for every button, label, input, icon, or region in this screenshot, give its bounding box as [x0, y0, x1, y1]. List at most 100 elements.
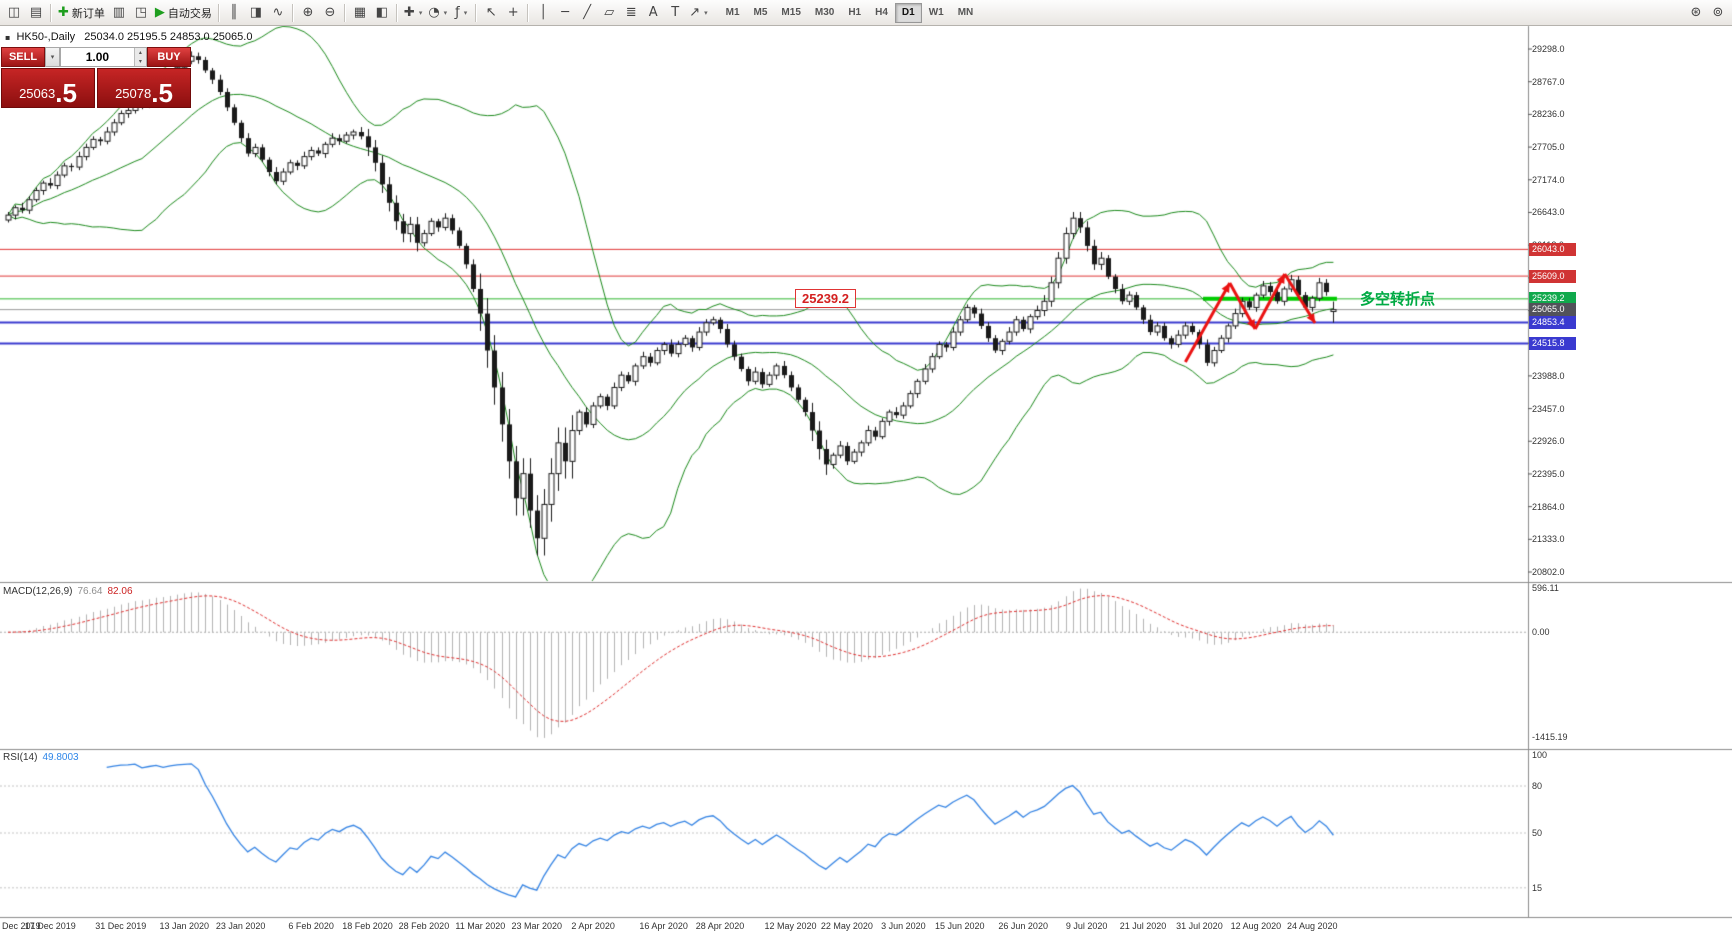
- search-symbol-button[interactable]: ⊛: [1685, 2, 1707, 24]
- timeframe-mn-button[interactable]: MN: [951, 3, 981, 23]
- date-label: 18 Feb 2020: [342, 921, 393, 931]
- macd-indicator-label: MACD(12,26,9) 76.64 82.06: [3, 586, 133, 597]
- date-label: 6 Feb 2020: [288, 921, 334, 931]
- timeframe-m1-button[interactable]: M1: [719, 3, 747, 23]
- profiles-button[interactable]: ▤: [25, 2, 47, 24]
- line-chart-icon: ∿: [272, 5, 284, 20]
- equidistant-channel-button[interactable]: ▱: [598, 2, 620, 24]
- indicators-button[interactable]: ƒ ▾: [450, 2, 472, 24]
- sell-button[interactable]: SELL: [1, 47, 45, 67]
- macd-signal-value: 82.06: [107, 586, 133, 597]
- buy-price-display[interactable]: 25078.5: [97, 68, 191, 108]
- data-window-button[interactable]: ◳: [130, 2, 152, 24]
- line-chart-button[interactable]: ∿: [267, 2, 289, 24]
- date-label: 26 Jun 2020: [998, 921, 1048, 931]
- toolbar-separator: [50, 3, 52, 22]
- chevron-down-icon: ▾: [463, 8, 468, 17]
- price-badge: 24515.8: [1529, 336, 1576, 350]
- periods-dropdown-icon: ◔: [428, 5, 440, 20]
- price-axis-label: 23457.0: [1532, 403, 1565, 414]
- volume-dropdown-button[interactable]: ▾: [45, 47, 60, 67]
- vertical-line-button[interactable]: │: [532, 2, 554, 24]
- new-chart-icon: ◫: [7, 5, 21, 20]
- new-chart-dropdown-icon: ✚: [403, 5, 415, 20]
- tile-windows-button[interactable]: ▦: [349, 2, 371, 24]
- timeframe-m15-button[interactable]: M15: [774, 3, 807, 23]
- new-order-button[interactable]: ✚ 新订单: [55, 2, 108, 24]
- rsi-axis-label: 50: [1532, 828, 1543, 838]
- market-watch-button[interactable]: ▥: [108, 2, 130, 24]
- zoom-in-button[interactable]: ⊕: [297, 2, 319, 24]
- arrow-objects-button[interactable]: ↗ ▾: [686, 2, 710, 24]
- turning-point-label: 多空转折点: [1360, 291, 1436, 308]
- volume-increase-button[interactable]: ▴: [134, 48, 146, 57]
- timeframe-d1-button[interactable]: D1: [894, 2, 922, 23]
- price-level-annotation[interactable]: 25239.2: [795, 289, 856, 308]
- cascade-windows-button[interactable]: ◧: [371, 2, 393, 24]
- new-order-label: 新订单: [71, 7, 105, 20]
- symbol-info: ▪ HK50-,Daily 25034.0 25195.5 24853.0 25…: [5, 31, 252, 43]
- timeframe-h1-button[interactable]: H1: [841, 3, 868, 23]
- price-axis-label: 27705.0: [1532, 142, 1565, 153]
- autotrading-label: 自动交易: [167, 7, 212, 20]
- zoom-out-button[interactable]: ⊖: [319, 2, 341, 24]
- new-chart-button[interactable]: ◫: [3, 2, 25, 24]
- text-label-button[interactable]: T: [664, 2, 686, 24]
- search-icon: ⊚: [1712, 5, 1724, 20]
- price-badge: 26043.0: [1529, 242, 1576, 256]
- zoom-in-icon: ⊕: [302, 5, 314, 20]
- toolbar-separator: [291, 3, 294, 22]
- toolbar-separator: [475, 3, 478, 22]
- date-label: 28 Feb 2020: [398, 921, 450, 931]
- periods-dropdown-button[interactable]: ◔ ▾: [425, 2, 450, 24]
- chevron-down-icon: ▾: [418, 8, 423, 17]
- bars-chart-button[interactable]: ║: [223, 2, 245, 24]
- tile-windows-icon: ▦: [353, 5, 367, 20]
- macd-axis-label: 0.00: [1532, 627, 1550, 638]
- price-axis-label: 21333.0: [1532, 534, 1565, 545]
- timeframe-w1-button[interactable]: W1: [922, 3, 951, 23]
- trend-line-button[interactable]: ╱: [576, 2, 598, 24]
- price-axis-label: 29298.0: [1532, 44, 1565, 55]
- price-badge: 25065.0: [1529, 303, 1576, 317]
- date-label: 28 Apr 2020: [695, 921, 745, 931]
- price-axis-label: 26643.0: [1532, 207, 1565, 218]
- volume-decrease-button[interactable]: ▾: [134, 57, 146, 66]
- timeframe-m5-button[interactable]: M5: [747, 3, 775, 23]
- market-watch-icon: ▥: [112, 5, 126, 20]
- buy-button[interactable]: BUY: [147, 47, 191, 67]
- volume-input[interactable]: [61, 48, 134, 66]
- rsi-axis-label: 80: [1532, 781, 1543, 792]
- text-button[interactable]: A: [642, 2, 664, 24]
- fibonacci-retracement-icon: ≣: [625, 5, 637, 20]
- data-window-icon: ◳: [134, 5, 148, 20]
- candlestick-chart-button[interactable]: ◨: [245, 2, 267, 24]
- symbol-title: HK50-,Daily: [16, 31, 76, 43]
- timeframe-h4-button[interactable]: H4: [868, 3, 895, 23]
- horizontal-line-button[interactable]: ─: [554, 2, 576, 24]
- rsi-name: RSI(14): [3, 752, 38, 763]
- sell-price-display[interactable]: 25063.5: [1, 68, 95, 108]
- one-click-trading-panel: SELL ▾ ▴ ▾ BUY 25063.5 25078.5: [1, 47, 191, 108]
- autotrading-button[interactable]: ▶ 自动交易: [152, 2, 215, 24]
- search-button[interactable]: ⊚: [1707, 2, 1729, 24]
- price-badge: 25609.0: [1529, 269, 1576, 283]
- date-label: 31 Jul 2020: [1176, 921, 1223, 931]
- toolbar-right-buttons: ⊛ ⊚: [1685, 2, 1729, 24]
- macd-value: 76.64: [77, 586, 103, 597]
- price-badge: 24853.4: [1529, 316, 1576, 330]
- horizontal-line-icon: ─: [561, 5, 570, 20]
- price-axis-label: 22926.0: [1532, 436, 1565, 447]
- timeframe-m30-button[interactable]: M30: [808, 3, 841, 23]
- date-label: 23 Mar 2020: [511, 921, 563, 931]
- rsi-indicator-label: RSI(14) 49.8003: [3, 752, 79, 763]
- search-symbol-icon: ⊛: [1690, 5, 1702, 20]
- crosshair-button[interactable]: +: [502, 2, 524, 24]
- new-chart-dropdown-button[interactable]: ✚ ▾: [401, 2, 425, 24]
- date-label: 12 May 2020: [764, 921, 817, 931]
- date-label: 31 Dec 2019: [95, 921, 147, 931]
- price-axis-label: 20802.0: [1532, 567, 1565, 577]
- fibonacci-retracement-button[interactable]: ≣: [620, 2, 642, 24]
- cursor-button[interactable]: ↖: [480, 2, 502, 24]
